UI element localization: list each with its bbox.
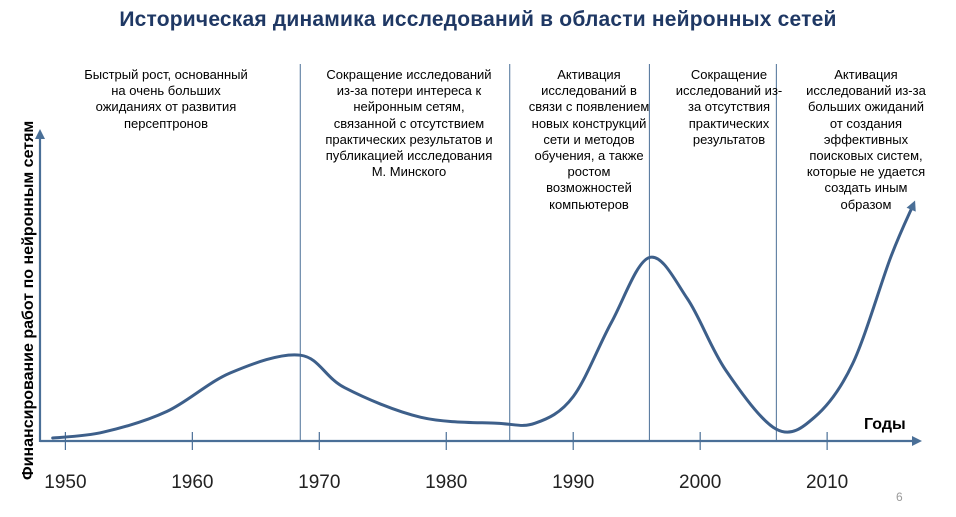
x-tick-label-2000: 2000 [679, 472, 721, 493]
slide-title: Историческая динамика исследований в обл… [119, 8, 837, 31]
x-tick-label-1980: 1980 [425, 472, 467, 493]
axes [35, 129, 922, 446]
x-tick-label-1950: 1950 [44, 472, 86, 493]
x-tick-labels: 1950 1960 1970 1980 1990 2000 2010 [44, 472, 848, 493]
annotation-activation-new-methods: Активация исследований в связи с появлен… [528, 67, 650, 212]
x-axis-label: Годы [864, 416, 906, 433]
annotation-decline-minsky: Сокращение исследований из-за потери инт… [325, 67, 493, 180]
y-axis-label: Финансирование работ по нейронным сетям [20, 120, 37, 480]
annotation-decline-no-results: Сокращение исследований из- за отсутстви… [675, 67, 783, 147]
x-tick-label-2010: 2010 [806, 472, 848, 493]
x-ticks [64, 432, 828, 450]
x-tick-label-1960: 1960 [171, 472, 213, 493]
x-tick-label-1970: 1970 [298, 472, 340, 493]
x-tick-label-1990: 1990 [552, 472, 594, 493]
curve-layer [51, 200, 916, 440]
funding-curve [51, 200, 916, 440]
annotation-rapid-growth: Быстрый рост, основанный на очень больши… [84, 67, 248, 131]
page-number: 6 [896, 490, 903, 504]
period-boundaries [299, 64, 777, 441]
annotation-activation-search: Активация исследований из-за больших ожи… [806, 67, 926, 212]
